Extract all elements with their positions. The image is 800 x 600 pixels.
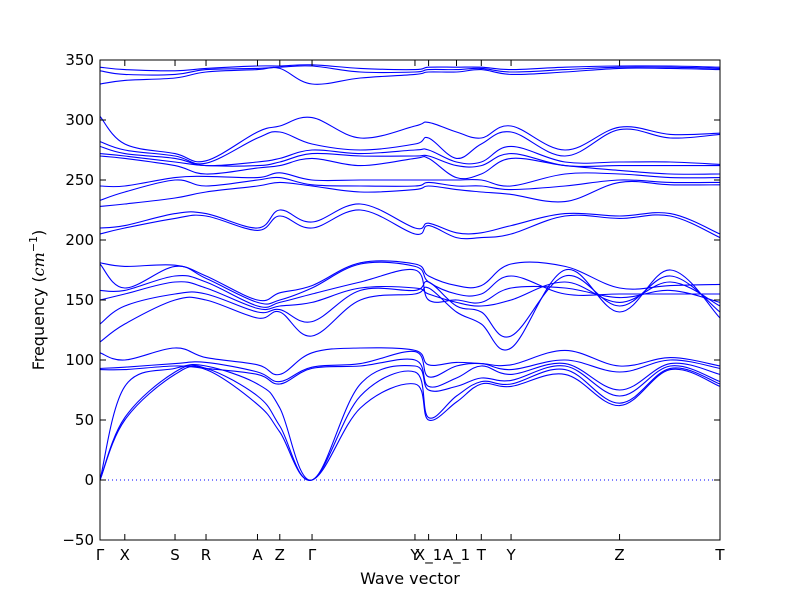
- band-line-23: [99, 66, 721, 85]
- y-tick-label: 250: [65, 171, 94, 189]
- y-tick-label: 300: [65, 111, 94, 129]
- band-line-5: [99, 350, 721, 383]
- x-tick-label: X: [120, 546, 130, 564]
- band-line-25: [99, 64, 721, 72]
- x-tick-label: S: [170, 546, 180, 564]
- band-line-7: [99, 269, 721, 351]
- y-tick-label: 100: [65, 351, 94, 369]
- band-line-13: [99, 209, 721, 240]
- x-tick-label: T: [476, 546, 487, 564]
- band-line-17: [99, 172, 721, 188]
- x-tick-label: R: [201, 546, 211, 564]
- x-tick-label: Y: [409, 546, 420, 564]
- band-line-4: [99, 358, 721, 391]
- band-line-24: [99, 65, 721, 76]
- band-line-21: [99, 128, 721, 165]
- y-tick-label: −50: [62, 531, 94, 549]
- band-line-12: [99, 260, 721, 302]
- x-tick-label: A: [252, 546, 263, 564]
- x-tick-label: Γ: [308, 546, 317, 564]
- band-line-22: [99, 116, 721, 163]
- band-line-8: [99, 275, 721, 338]
- y-axis-ticks: −50 0 50 100 150 200 250 300 350: [62, 51, 720, 549]
- y-tick-label: 150: [65, 291, 94, 309]
- x-tick-label: X_1: [415, 546, 442, 565]
- band-line-16: [99, 176, 721, 201]
- band-line-3: [99, 364, 721, 481]
- x-tick-label: A_1: [443, 546, 470, 565]
- y-tick-label: 350: [65, 51, 94, 69]
- band-line-19: [99, 152, 720, 168]
- y-axis-title-close: ): [29, 230, 48, 236]
- y-tick-label: 50: [75, 411, 94, 429]
- y-axis-title-unit-exponent: −1: [27, 236, 40, 252]
- y-tick-label: 200: [65, 231, 94, 249]
- x-tick-label: Z: [614, 546, 624, 564]
- band-line-9: [99, 281, 721, 311]
- band-line-18: [99, 155, 721, 180]
- band-line-10: [99, 268, 721, 308]
- band-line-1: [99, 365, 721, 481]
- band-line-14: [99, 203, 721, 235]
- band-line-2: [99, 364, 721, 481]
- x-tick-label: Z: [275, 546, 285, 564]
- band-line-15: [99, 180, 721, 207]
- y-axis-title-unit: cm: [29, 252, 48, 276]
- band-line-11: [99, 261, 720, 305]
- x-tick-label: T: [714, 546, 725, 564]
- x-axis-ticks: Γ X S R A Z Γ YX_1 A_1 T Y Z T: [96, 60, 725, 565]
- x-tick-label: Γ: [96, 546, 105, 564]
- y-tick-label: 0: [84, 471, 94, 489]
- band-line-20: [99, 145, 721, 167]
- y-axis-title-text: Frequency (: [29, 276, 48, 370]
- plot-frame: [99, 59, 721, 541]
- band-line-6: [99, 347, 721, 376]
- x-tick-label: Y: [505, 546, 516, 564]
- band-lines: [99, 64, 721, 481]
- x-axis-title: Wave vector: [360, 569, 460, 588]
- y-axis-title: Frequency (cm−1): [27, 230, 48, 371]
